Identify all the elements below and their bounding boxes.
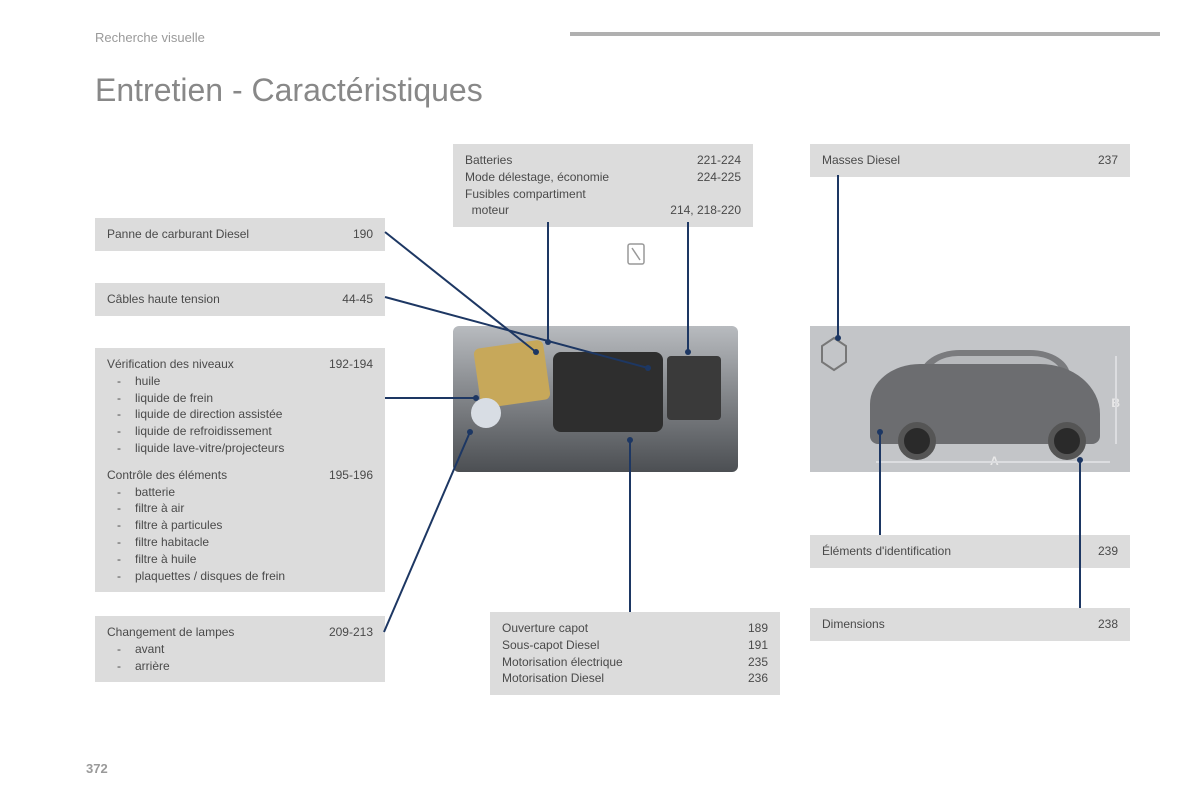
callout-identification: Éléments d'identification 239 <box>810 535 1130 568</box>
callout-pages: 44-45 <box>342 291 373 308</box>
callout-levels-checks: Vérification des niveaux192-194huileliqu… <box>95 348 385 592</box>
callout-pages: 221-224 <box>697 152 741 169</box>
callout-batteries: Batteries 221-224 Mode délestage, économie… <box>453 144 753 227</box>
callout-subitem: filtre à particules <box>121 517 373 534</box>
callout-label: Masses Diesel <box>822 152 1082 169</box>
callout-pages: 224-225 <box>697 169 741 186</box>
callout-pages: 192-194 <box>329 356 373 373</box>
callout-pages: 237 <box>1098 152 1118 169</box>
callout-subitem: filtre à air <box>121 500 373 517</box>
callout-label: Dimensions <box>822 616 1082 633</box>
callout-lamp-change: Changement de lampes 209-213avantarrière <box>95 616 385 682</box>
callout-pages: 190 <box>353 226 373 243</box>
callout-pages: 209-213 <box>329 624 373 641</box>
callout-label: moteur <box>465 202 654 219</box>
callout-pages: 191 <box>748 637 768 654</box>
callout-subitem: batterie <box>121 484 373 501</box>
car-side-image: A B <box>810 326 1130 472</box>
callout-label: Sous-capot Diesel <box>502 637 732 654</box>
callout-label: Vérification des niveaux <box>107 356 313 373</box>
callout-label: Mode délestage, économie <box>465 169 681 186</box>
engine-bay-image <box>453 326 738 472</box>
callout-label: Fusibles compartiment <box>465 186 725 203</box>
callout-subitem: arrière <box>121 658 373 675</box>
callout-label: Batteries <box>465 152 681 169</box>
callout-subitem: liquide lave-vitre/projecteurs <box>121 440 373 457</box>
callout-pages: 214, 218-220 <box>670 202 741 219</box>
callout-subitem: filtre à huile <box>121 551 373 568</box>
callout-label: Contrôle des éléments <box>107 467 313 484</box>
callout-hv-cables: Câbles haute tension 44-45 <box>95 283 385 316</box>
callout-label: Éléments d'identification <box>822 543 1082 560</box>
callout-pages: 239 <box>1098 543 1118 560</box>
callout-subitem: filtre habitacle <box>121 534 373 551</box>
callout-subitem: avant <box>121 641 373 658</box>
page-number: 372 <box>86 761 108 776</box>
breadcrumb: Recherche visuelle <box>95 30 205 45</box>
fuse-icon <box>622 240 650 268</box>
callout-bonnet-engine: Ouverture capot 189 Sous-capot Diesel 191 Mo… <box>490 612 780 695</box>
header-divider <box>570 32 1160 36</box>
callout-subitem: huile <box>121 373 373 390</box>
page-title: Entretien - Caractéristiques <box>95 72 483 109</box>
callout-pages: 236 <box>748 670 768 687</box>
callout-fuel-diesel: Panne de carburant Diesel 190 <box>95 218 385 251</box>
callout-dimensions: Dimensions 238 <box>810 608 1130 641</box>
callout-subitem: liquide de direction assistée <box>121 406 373 423</box>
callout-pages: 189 <box>748 620 768 637</box>
callout-label: Câbles haute tension <box>107 291 326 308</box>
callout-label: Changement de lampes <box>107 624 313 641</box>
callout-subitem: plaquettes / disques de frein <box>121 568 373 585</box>
callout-pages: 238 <box>1098 616 1118 633</box>
callout-pages: 235 <box>748 654 768 671</box>
callout-subitem: liquide de frein <box>121 390 373 407</box>
callout-label: Ouverture capot <box>502 620 732 637</box>
callout-label: Motorisation Diesel <box>502 670 732 687</box>
callout-label: Panne de carburant Diesel <box>107 226 337 243</box>
callout-diesel-masses: Masses Diesel 237 <box>810 144 1130 177</box>
callout-label: Motorisation électrique <box>502 654 732 671</box>
callout-pages: 195-196 <box>329 467 373 484</box>
callout-subitem: liquide de refroidissement <box>121 423 373 440</box>
